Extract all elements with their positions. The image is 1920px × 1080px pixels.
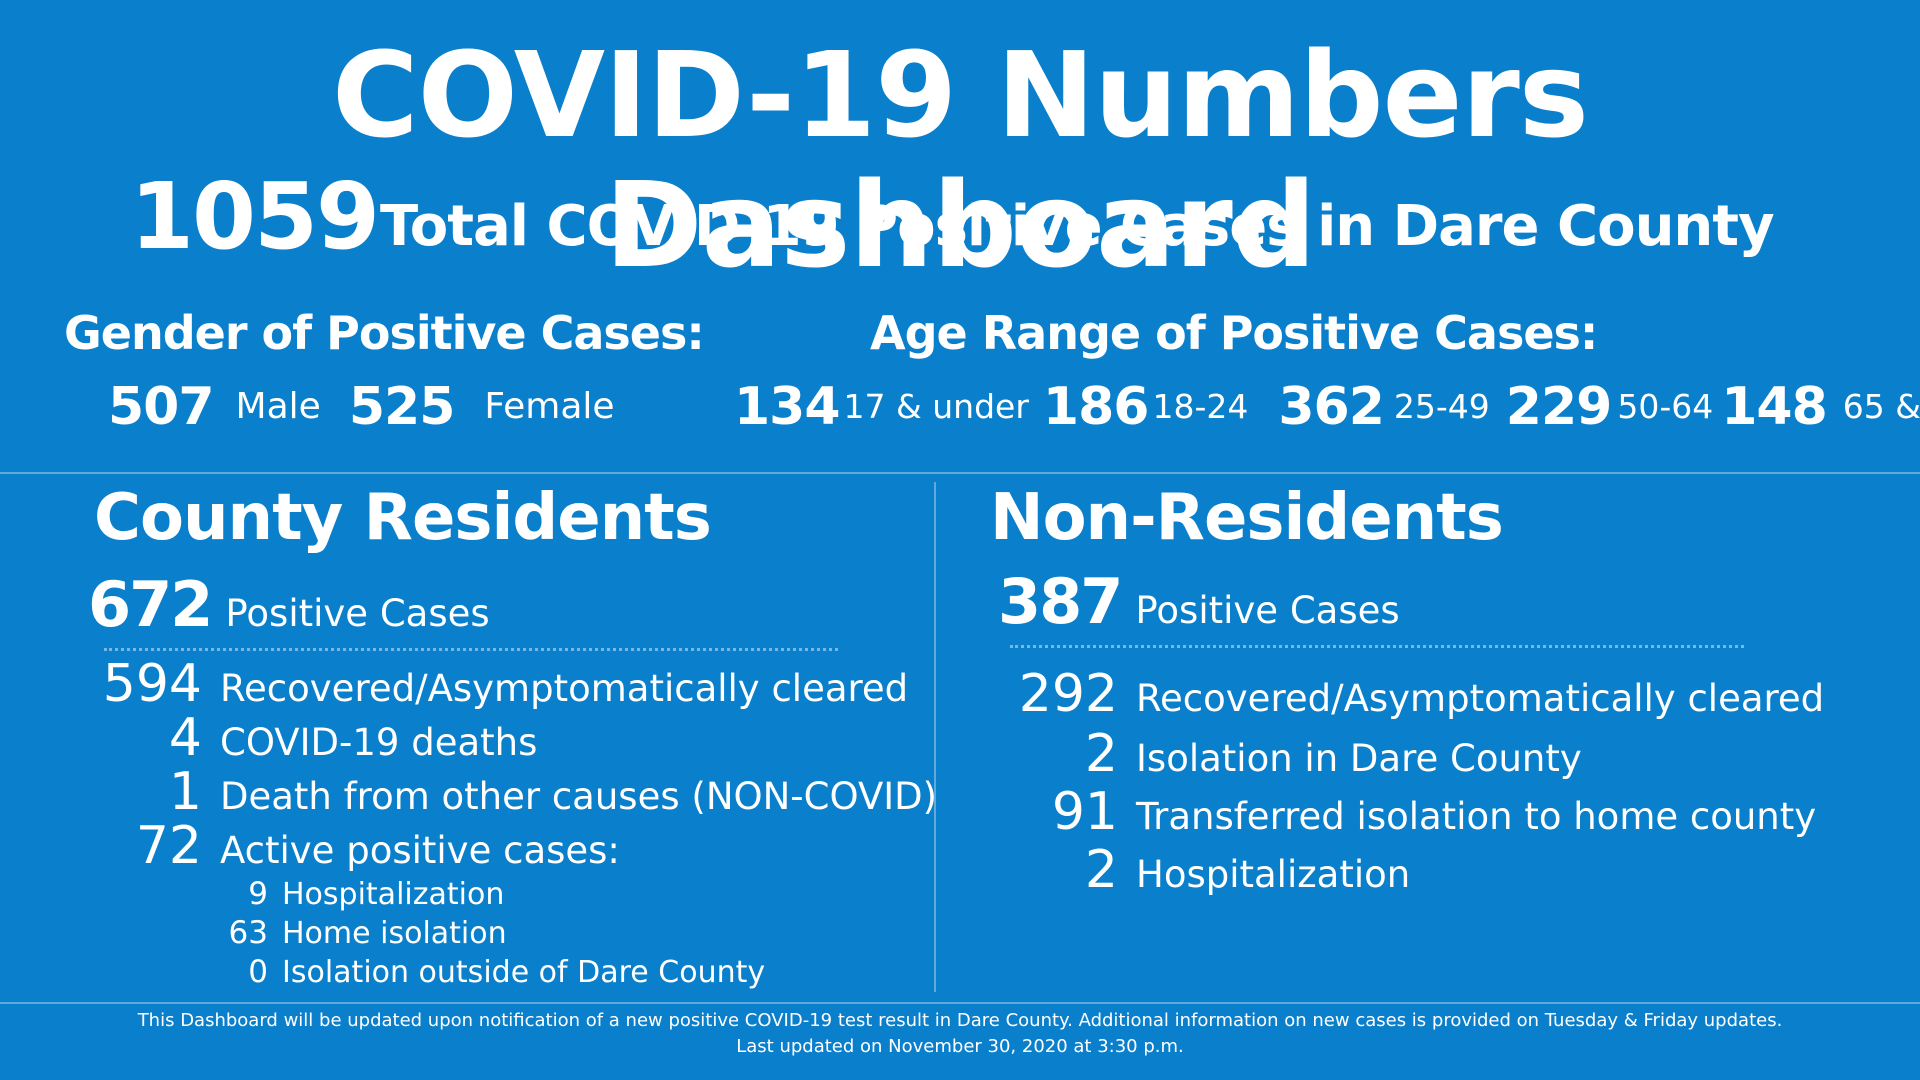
list-item: 2 Isolation in Dare County — [1000, 724, 1824, 784]
list-item: 0 Isolation outside of Dare County — [210, 954, 765, 993]
age-17-under-label: 17 & under — [843, 387, 1029, 426]
non-residents-heading: Non-Residents — [990, 481, 1504, 555]
residents-recovered-number: 594 — [102, 654, 202, 714]
non-residents-dotted-divider — [1010, 645, 1744, 648]
age-65-over-number: 148 — [1721, 377, 1828, 437]
non-residents-recovered-label: Recovered/Asymptomatically cleared — [1136, 677, 1825, 720]
residents-other-deaths-label: Death from other causes (NON-COVID) — [220, 775, 938, 818]
age-25-49-label: 25-49 — [1393, 387, 1490, 426]
residents-list: 594 Recovered/Asymptomatically cleared 4… — [60, 654, 938, 876]
active-outside-isolation-label: Isolation outside of Dare County — [282, 955, 766, 990]
residents-dotted-divider — [104, 648, 838, 651]
non-residents-transferred-label: Transferred isolation to home county — [1136, 795, 1817, 838]
active-home-isolation-number: 63 — [228, 915, 268, 951]
footer-update-note: This Dashboard will be updated upon noti… — [137, 1010, 1783, 1031]
list-item: 1 Death from other causes (NON-COVID) — [60, 762, 938, 822]
residents-positive: 672 Positive Cases — [88, 568, 490, 641]
residents-deaths-label: COVID-19 deaths — [220, 721, 538, 764]
non-residents-hospitalization-number: 2 — [1084, 840, 1118, 900]
footer-last-updated: Last updated on November 30, 2020 at 3:3… — [736, 1036, 1184, 1057]
age-18-24-label: 18-24 — [1152, 387, 1249, 426]
age-heading: Age Range of Positive Cases: — [870, 306, 1598, 360]
active-hospitalization-number: 9 — [248, 876, 268, 912]
age-17-under-number: 134 — [734, 377, 841, 437]
page-title: COVID-19 Numbers Dashboard — [331, 26, 1589, 294]
age-50-64-label: 50-64 — [1617, 387, 1714, 426]
non-residents-transferred-number: 91 — [1051, 782, 1118, 842]
age-25-49-number: 362 — [1278, 377, 1385, 437]
active-outside-isolation-number: 0 — [248, 954, 268, 990]
age-stats: 134 17 & under 186 18-24 362 25-49 229 5… — [734, 372, 1920, 442]
non-residents-hospitalization-label: Hospitalization — [1136, 853, 1411, 896]
age-18-24-number: 186 — [1042, 377, 1150, 437]
residents-active-label: Active positive cases: — [220, 829, 620, 872]
gender-female-number: 525 — [348, 377, 456, 437]
active-hospitalization-label: Hospitalization — [282, 877, 505, 912]
non-residents-list: 292 Recovered/Asymptomatically cleared 2… — [1000, 664, 1824, 900]
non-residents-recovered-number: 292 — [1018, 664, 1118, 724]
list-item: 292 Recovered/Asymptomatically cleared — [1000, 664, 1824, 724]
residents-positive-label: Positive Cases — [225, 592, 490, 635]
non-residents-isolation-dare-number: 2 — [1084, 724, 1118, 784]
divider-bottom — [0, 1002, 1920, 1004]
list-item: 63 Home isolation — [210, 915, 765, 954]
active-home-isolation-label: Home isolation — [282, 916, 507, 951]
gender-stats: 507 Male 525 Female — [108, 372, 615, 442]
list-item: 594 Recovered/Asymptomatically cleared — [60, 654, 937, 714]
gender-male-label: Male — [235, 386, 321, 427]
residents-positive-number: 672 — [88, 568, 213, 641]
footer-note: This Dashboard will be updated upon noti… — [0, 1008, 1920, 1060]
residents-active-number: 72 — [135, 816, 202, 876]
divider-top — [0, 472, 1920, 474]
list-item: 72 Active positive cases: — [60, 816, 937, 876]
non-residents-positive-number: 387 — [998, 565, 1123, 638]
total-cases-label: Total COVID-19 Positive Cases in Dare Co… — [380, 194, 1775, 259]
divider-vertical — [934, 482, 936, 992]
age-65-over-label: 65 & over — [1842, 387, 1920, 426]
list-item: 91 Transferred isolation to home county — [1000, 782, 1824, 842]
list-item: 9 Hospitalization — [210, 876, 765, 915]
residents-active-breakdown: 9 Hospitalization 63 Home isolation 0 Is… — [210, 876, 766, 993]
non-residents-positive-label: Positive Cases — [1135, 589, 1400, 632]
residents-other-deaths-number: 1 — [168, 762, 202, 822]
residents-heading: County Residents — [94, 481, 712, 555]
total-cases-number: 1059 — [130, 163, 380, 270]
gender-heading: Gender of Positive Cases: — [64, 306, 705, 360]
gender-male-number: 507 — [108, 377, 215, 437]
list-item: 2 Hospitalization — [1000, 840, 1824, 900]
gender-female-label: Female — [484, 386, 615, 427]
age-50-64-number: 229 — [1505, 377, 1613, 437]
non-residents-isolation-dare-label: Isolation in Dare County — [1136, 737, 1582, 780]
residents-deaths-number: 4 — [168, 708, 202, 768]
non-residents-positive: 387 Positive Cases — [998, 565, 1400, 638]
residents-recovered-label: Recovered/Asymptomatically cleared — [220, 667, 909, 710]
list-item: 4 COVID-19 deaths — [60, 708, 937, 768]
